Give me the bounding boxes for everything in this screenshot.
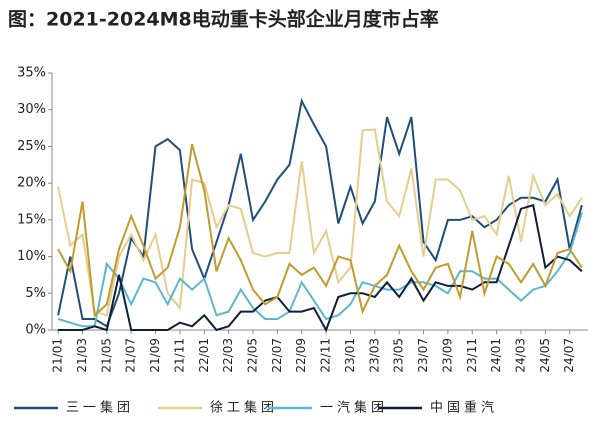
legend-label: 三一集团 <box>66 400 134 416</box>
x-tick-label: 21/03 <box>75 338 89 373</box>
y-tick-label: 5% <box>25 286 46 301</box>
y-tick-label: 25% <box>17 139 46 154</box>
x-tick-label: 21/05 <box>99 338 113 373</box>
x-tick-label: 24/01 <box>489 338 503 373</box>
x-tick-label: 22/01 <box>197 338 211 373</box>
x-tick-label: 24/05 <box>538 338 552 373</box>
x-tick-label: 23/05 <box>392 338 406 373</box>
y-tick-label: 15% <box>17 212 46 227</box>
x-tick-label: 22/05 <box>246 338 260 373</box>
series-line <box>57 212 583 328</box>
series-line <box>57 97 583 328</box>
x-tick-label: 23/01 <box>343 338 357 373</box>
series-line <box>57 143 583 318</box>
x-tick-label: 24/03 <box>514 338 528 373</box>
y-tick-label: 10% <box>17 249 46 264</box>
series-line <box>57 128 583 317</box>
x-tick-label: 22/03 <box>221 338 235 373</box>
x-tick-label: 21/09 <box>148 338 162 373</box>
y-tick-label: 35% <box>17 66 46 81</box>
x-tick-label: 22/09 <box>294 338 308 373</box>
legend-label: 中国重汽 <box>430 400 498 416</box>
chart-title: 图：2021-2024M8电动重卡头部企业月度市占率 <box>8 8 439 31</box>
x-tick-label: 24/07 <box>562 338 576 373</box>
legend-label: 一汽集团 <box>320 400 388 416</box>
x-tick-label: 22/11 <box>319 338 333 373</box>
x-tick-label: 21/07 <box>124 338 138 373</box>
y-tick-label: 30% <box>17 102 46 117</box>
x-tick-label: 23/07 <box>416 338 430 373</box>
legend-label: 徐工集团 <box>210 400 278 416</box>
x-tick-label: 23/03 <box>367 338 381 373</box>
y-tick-label: 20% <box>17 176 46 191</box>
y-tick-label: 0% <box>25 323 46 338</box>
x-tick-label: 21/01 <box>51 338 65 373</box>
x-tick-label: 23/11 <box>465 338 479 373</box>
series-line <box>58 203 583 333</box>
x-tick-label: 22/07 <box>270 338 284 373</box>
x-tick-label: 21/11 <box>172 338 186 373</box>
x-tick-label: 23/09 <box>440 338 454 373</box>
